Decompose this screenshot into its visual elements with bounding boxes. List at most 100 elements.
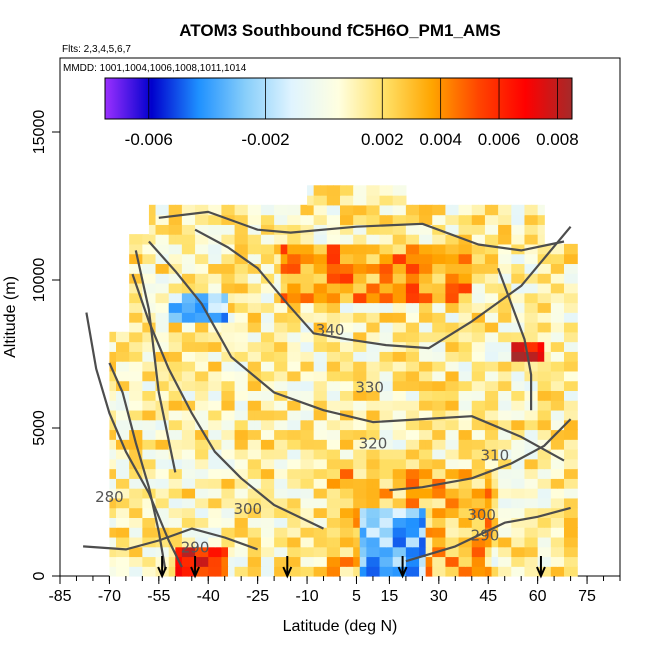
heatmap-cell: [478, 370, 486, 382]
heatmap-cell: [570, 566, 578, 577]
heatmap-cell: [267, 380, 275, 392]
heatmap-cell: [419, 439, 427, 450]
heatmap-cell: [241, 507, 249, 518]
heatmap-cell: [557, 361, 565, 372]
heatmap-cell: [425, 556, 433, 567]
heatmap-cell: [333, 351, 341, 362]
heatmap-cell: [366, 204, 374, 216]
heatmap-cell: [544, 292, 552, 304]
heatmap-cell: [359, 390, 367, 401]
heatmap-cell: [366, 322, 374, 333]
heatmap-cell: [162, 507, 170, 518]
heatmap-cell: [162, 204, 170, 216]
heatmap-cell: [241, 361, 249, 372]
heatmap-cell: [517, 409, 526, 421]
heatmap-cell: [550, 312, 559, 323]
heatmap-cell: [333, 458, 341, 470]
heatmap-cell: [129, 488, 137, 499]
heatmap-cell: [195, 409, 203, 421]
heatmap-cell: [570, 468, 578, 479]
heatmap-cell: [405, 429, 414, 440]
heatmap-cell: [274, 214, 282, 225]
heatmap-cell: [524, 458, 532, 470]
heatmap-cell: [260, 439, 269, 450]
heatmap-cell: [458, 361, 466, 372]
heatmap-cell: [504, 546, 512, 558]
heatmap-cell: [438, 361, 447, 372]
heatmap-cell: [221, 370, 229, 382]
heatmap-cell: [221, 204, 229, 216]
heatmap-cell: [498, 458, 506, 470]
heatmap-cell: [155, 536, 163, 548]
heatmap-cell: [372, 331, 381, 343]
heatmap-cell: [129, 361, 137, 372]
heatmap-cell: [320, 497, 328, 509]
heatmap-cell: [498, 507, 506, 518]
heatmap-cell: [287, 214, 295, 225]
heatmap-cell: [181, 214, 190, 225]
heatmap-cell: [564, 380, 572, 392]
heatmap-cell: [326, 351, 335, 362]
heatmap-cell: [419, 351, 427, 362]
heatmap-cell: [419, 497, 427, 509]
heatmap-cell: [452, 478, 460, 489]
heatmap-cell: [392, 361, 400, 372]
heatmap-cell: [524, 566, 532, 577]
heatmap-cell: [247, 566, 255, 577]
heatmap-cell: [287, 439, 295, 450]
heatmap-cell: [392, 234, 400, 245]
heatmap-cell: [392, 556, 400, 567]
heatmap-cell: [274, 449, 282, 460]
heatmap-cell: [181, 390, 190, 401]
heatmap-cell: [557, 556, 565, 567]
heatmap-cell: [260, 468, 269, 479]
heatmap-cell: [531, 566, 539, 577]
heatmap-cell: [241, 370, 249, 382]
heatmap-cell: [504, 409, 512, 421]
heatmap-cell: [379, 449, 387, 460]
heatmap-cell: [109, 546, 117, 558]
heatmap-cell: [129, 449, 137, 460]
heatmap-cell: [445, 322, 453, 333]
heatmap-cell: [491, 234, 499, 245]
heatmap-cell: [359, 458, 367, 470]
heatmap-cell: [425, 292, 433, 304]
heatmap-cell: [142, 370, 150, 382]
heatmap-cell: [412, 507, 420, 518]
heatmap-cell: [379, 507, 387, 518]
contour-label: 300: [233, 500, 262, 518]
heatmap-cell: [491, 282, 499, 294]
heatmap-cell: [570, 361, 578, 372]
heatmap-cell: [254, 302, 262, 313]
heatmap-cell: [570, 253, 578, 265]
heatmap-cell: [201, 517, 209, 528]
heatmap-cell: [452, 517, 460, 528]
heatmap-cell: [537, 292, 545, 304]
heatmap-cell: [247, 546, 255, 558]
heatmap-cell: [405, 527, 414, 538]
heatmap-cell: [168, 322, 176, 333]
heatmap-cell: [175, 331, 183, 343]
heatmap-cell: [399, 204, 407, 216]
heatmap-cell: [313, 361, 321, 372]
heatmap-cell: [544, 351, 552, 362]
heatmap-cell: [313, 458, 321, 470]
heatmap-cell: [221, 566, 229, 577]
heatmap-cell: [188, 253, 196, 265]
heatmap-cell: [307, 253, 315, 265]
heatmap-cell: [392, 419, 400, 431]
heatmap-cell: [557, 341, 565, 352]
heatmap-cell: [201, 243, 209, 255]
heatmap-cell: [241, 322, 249, 333]
heatmap-cell: [181, 507, 190, 518]
heatmap-cell: [550, 488, 559, 499]
heatmap-cell: [181, 409, 190, 421]
heatmap-cell: [550, 546, 559, 558]
heatmap-cell: [274, 488, 282, 499]
heatmap-cell: [221, 439, 229, 450]
heatmap-cell: [425, 488, 433, 499]
heatmap-cell: [340, 517, 348, 528]
heatmap-cell: [155, 468, 163, 479]
heatmap-cell: [504, 234, 512, 245]
heatmap-cell: [274, 468, 282, 479]
